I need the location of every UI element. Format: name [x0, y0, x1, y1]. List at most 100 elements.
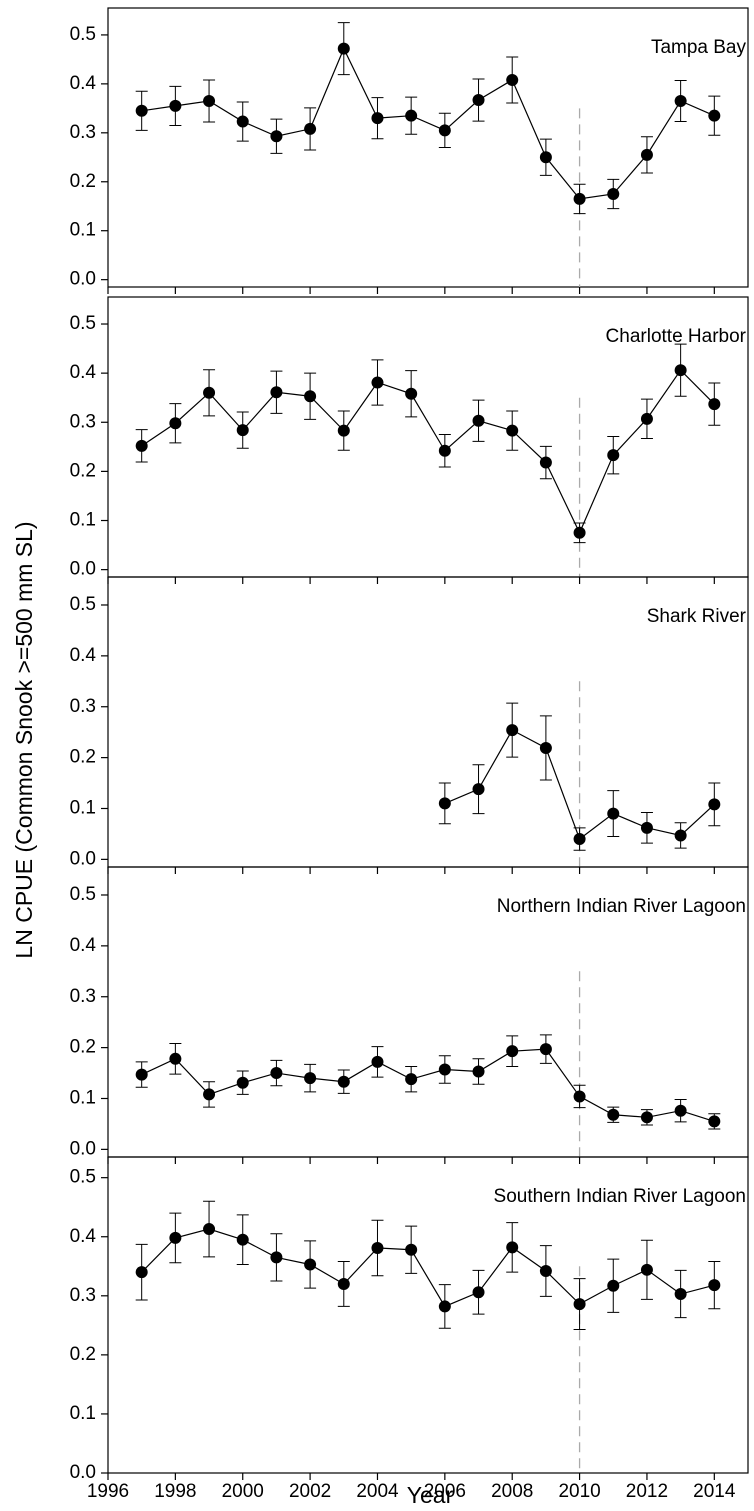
data-point — [135, 439, 148, 452]
y-tick-label: 0.1 — [70, 510, 96, 531]
data-point — [472, 94, 485, 107]
data-point — [674, 829, 687, 842]
data-point — [573, 833, 586, 846]
data-point — [304, 390, 317, 403]
y-tick-label: 0.4 — [70, 935, 97, 956]
data-point — [438, 1063, 451, 1076]
y-tick-label: 0.2 — [70, 1037, 96, 1058]
data-point — [539, 456, 552, 469]
data-point — [371, 112, 384, 125]
data-point — [506, 724, 519, 737]
y-tick-label: 0.5 — [70, 594, 96, 615]
y-tick-label: 0.4 — [70, 73, 97, 94]
data-point — [371, 1241, 384, 1254]
x-tick-label: 2012 — [626, 1481, 668, 1502]
data-point — [371, 376, 384, 389]
data-point — [438, 1300, 451, 1313]
data-point — [607, 449, 620, 462]
data-point — [405, 1243, 418, 1256]
data-point — [304, 1072, 317, 1085]
data-point — [405, 1073, 418, 1086]
data-point — [135, 104, 148, 117]
data-point — [539, 741, 552, 754]
x-tick-label: 1996 — [87, 1481, 129, 1502]
y-tick-label: 0.3 — [70, 986, 96, 1007]
data-point — [236, 424, 249, 437]
y-tick-label: 0.5 — [70, 313, 96, 334]
data-point — [203, 386, 216, 399]
data-point — [539, 1043, 552, 1056]
y-tick-label: 0.4 — [70, 362, 97, 383]
y-tick-label: 0.5 — [70, 884, 96, 905]
plot-frame — [107, 7, 749, 288]
data-point — [640, 148, 653, 161]
data-point — [607, 1279, 620, 1292]
y-tick-label: 0.3 — [70, 411, 96, 432]
data-point — [640, 1111, 653, 1124]
y-tick-label: 0.0 — [70, 1462, 96, 1483]
x-tick-label: 2006 — [424, 1481, 466, 1502]
data-point — [304, 1258, 317, 1271]
y-tick-label: 0.2 — [70, 460, 96, 481]
x-tick-label: 2000 — [222, 1481, 264, 1502]
panel-title: Northern Indian River Lagoon — [497, 896, 746, 917]
data-point — [270, 1067, 283, 1080]
data-point — [506, 1045, 519, 1058]
data-point — [607, 188, 620, 200]
y-tick-label: 0.5 — [70, 1167, 96, 1188]
data-point — [472, 783, 485, 796]
data-point — [573, 192, 586, 205]
data-point — [203, 1088, 216, 1101]
series-line — [141, 369, 715, 535]
x-tick-label: 2002 — [289, 1481, 331, 1502]
data-point — [135, 1266, 148, 1279]
data-point — [640, 412, 653, 425]
panel-title: Tampa Bay — [651, 37, 747, 58]
data-point — [674, 1288, 687, 1301]
data-point — [708, 1115, 721, 1128]
data-point — [405, 109, 418, 122]
data-point — [472, 1286, 485, 1299]
data-point — [472, 1065, 485, 1078]
data-point — [708, 398, 721, 411]
data-point — [203, 1223, 216, 1236]
y-tick-label: 0.5 — [70, 24, 96, 45]
data-point — [236, 1076, 249, 1089]
y-tick-label: 0.3 — [70, 122, 96, 143]
data-point — [640, 821, 653, 834]
y-tick-label: 0.0 — [70, 559, 96, 580]
x-tick-label: 1998 — [154, 1481, 196, 1502]
plot-frame — [107, 1156, 749, 1474]
series-line — [141, 47, 715, 200]
data-point — [236, 115, 249, 128]
y-tick-label: 0.4 — [70, 645, 97, 666]
y-axis-label: LN CPUE (Common Snook >=500 mm SL) — [11, 521, 37, 958]
data-point — [438, 797, 451, 810]
data-point — [438, 444, 451, 457]
data-point — [674, 364, 687, 377]
y-tick-label: 0.2 — [70, 1344, 96, 1365]
data-point — [708, 798, 721, 811]
data-point — [506, 1241, 519, 1254]
data-point — [371, 1055, 384, 1068]
series-line — [141, 1048, 715, 1122]
data-point — [506, 424, 519, 437]
data-point — [607, 807, 620, 820]
data-point — [506, 73, 519, 86]
panel-title: Shark River — [647, 606, 747, 627]
data-point — [337, 1075, 350, 1088]
y-tick-label: 0.2 — [70, 171, 96, 192]
data-point — [674, 1104, 687, 1117]
x-axis-label: Year — [407, 1482, 454, 1508]
series-line — [141, 1228, 715, 1308]
y-tick-label: 0.2 — [70, 747, 96, 768]
y-tick-label: 0.1 — [70, 1088, 96, 1109]
y-tick-label: 0.1 — [70, 220, 96, 241]
y-tick-label: 0.0 — [70, 1138, 96, 1159]
data-point — [169, 1052, 182, 1065]
data-point — [573, 1090, 586, 1103]
data-point — [539, 1264, 552, 1277]
panel-title: Southern Indian River Lagoon — [494, 1186, 746, 1207]
data-point — [708, 109, 721, 122]
